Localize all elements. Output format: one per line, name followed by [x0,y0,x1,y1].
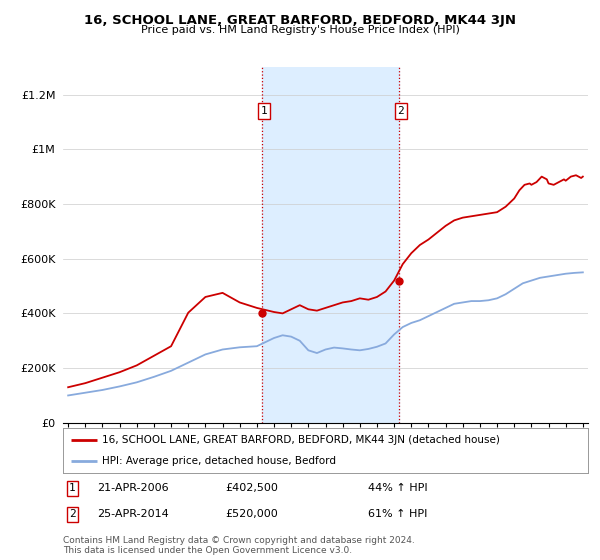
Text: £520,000: £520,000 [226,509,278,519]
Text: 2: 2 [398,106,404,116]
Text: 25-APR-2014: 25-APR-2014 [97,509,169,519]
Text: 21-APR-2006: 21-APR-2006 [97,483,169,493]
Text: 1: 1 [260,106,267,116]
Text: 2: 2 [69,509,76,519]
Text: £402,500: £402,500 [226,483,278,493]
Text: 16, SCHOOL LANE, GREAT BARFORD, BEDFORD, MK44 3JN: 16, SCHOOL LANE, GREAT BARFORD, BEDFORD,… [84,14,516,27]
Text: Price paid vs. HM Land Registry's House Price Index (HPI): Price paid vs. HM Land Registry's House … [140,25,460,35]
Bar [262,67,399,423]
Text: 44% ↑ HPI: 44% ↑ HPI [367,483,427,493]
Text: Contains HM Land Registry data © Crown copyright and database right 2024.
This d: Contains HM Land Registry data © Crown c… [63,536,415,556]
Text: 16, SCHOOL LANE, GREAT BARFORD, BEDFORD, MK44 3JN (detached house): 16, SCHOOL LANE, GREAT BARFORD, BEDFORD,… [103,436,500,446]
Text: HPI: Average price, detached house, Bedford: HPI: Average price, detached house, Bedf… [103,456,337,466]
Text: 1: 1 [69,483,76,493]
Text: 61% ↑ HPI: 61% ↑ HPI [367,509,427,519]
